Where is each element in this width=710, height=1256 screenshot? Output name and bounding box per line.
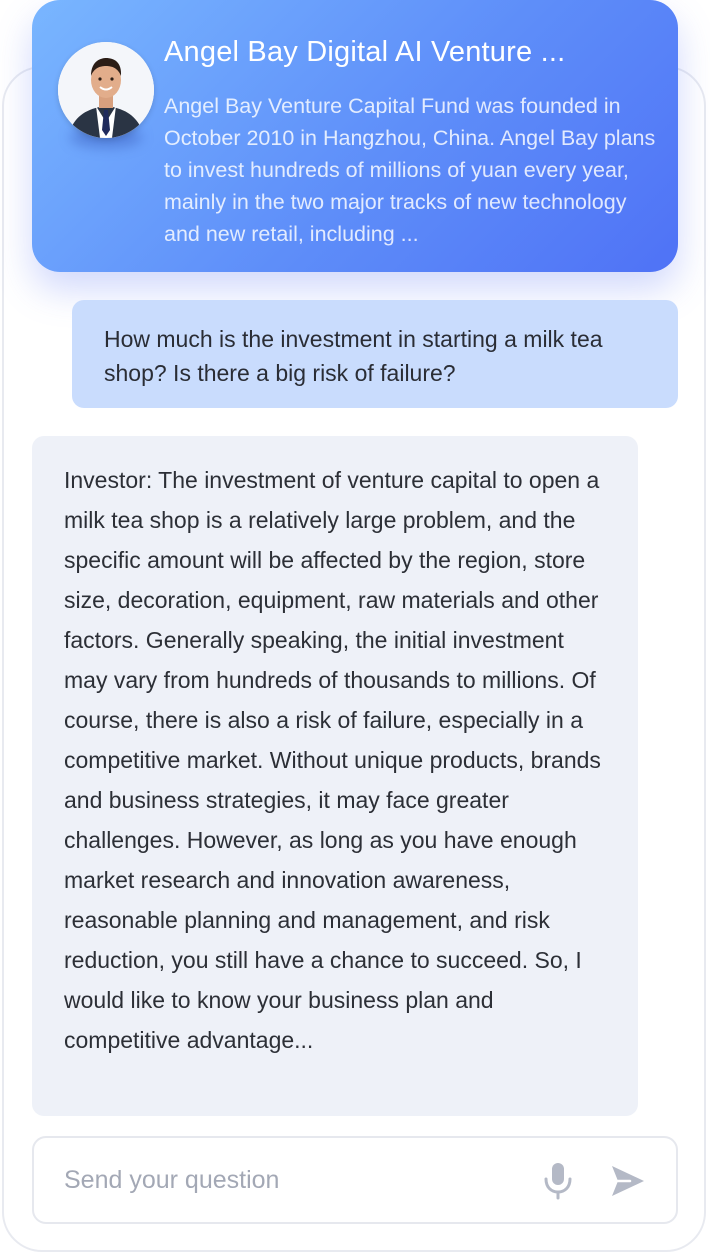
avatar — [58, 42, 154, 138]
businessman-avatar-icon — [58, 42, 154, 138]
question-input[interactable] — [64, 1160, 504, 1200]
bot-profile-header: Angel Bay Digital AI Venture ... Angel B… — [32, 0, 678, 272]
send-icon[interactable] — [610, 1164, 646, 1198]
bot-description: Angel Bay Venture Capital Fund was found… — [164, 94, 656, 246]
microphone-icon[interactable] — [542, 1162, 574, 1200]
bot-title: Angel Bay Digital AI Venture ... — [164, 36, 566, 68]
message-input-bar — [32, 1136, 678, 1224]
user-message-bubble: How much is the investment in starting a… — [72, 300, 678, 408]
bot-message-bubble: Investor: The investment of venture capi… — [32, 436, 638, 1116]
